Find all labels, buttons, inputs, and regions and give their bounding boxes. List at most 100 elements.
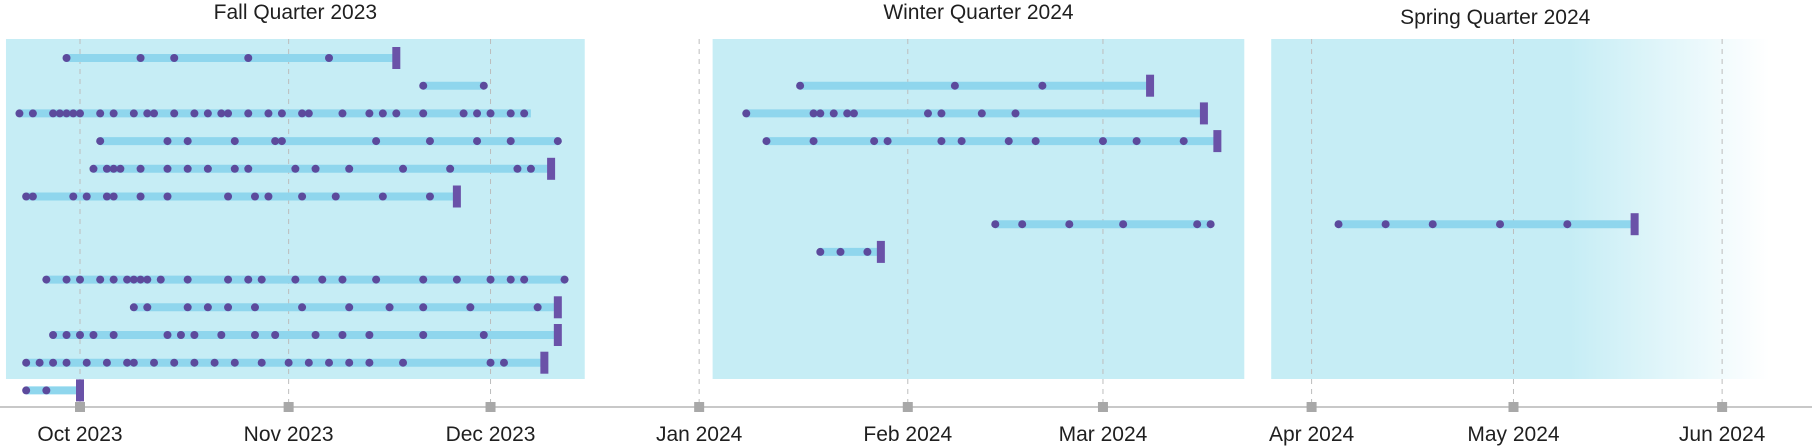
event-dot — [304, 109, 313, 118]
event-dot — [150, 358, 159, 367]
event-dot — [1563, 220, 1572, 229]
event-dot — [937, 137, 946, 146]
event-dot — [250, 331, 259, 339]
tick-label-8: May 2024 — [1467, 423, 1560, 446]
event-dot — [250, 303, 259, 312]
tick-mark-6 — [1097, 402, 1108, 412]
tick-label-4: Jan 2024 — [656, 423, 743, 446]
event-dot — [796, 81, 805, 90]
tick-mark-9 — [1717, 402, 1728, 412]
event-dot — [15, 109, 24, 118]
event-dot — [264, 192, 273, 201]
event-dot — [123, 275, 132, 284]
event-dot — [22, 386, 31, 395]
tick-mark-2 — [283, 402, 294, 412]
event-dot — [271, 137, 280, 146]
event-dot — [762, 137, 771, 146]
event-dot — [224, 109, 233, 118]
event-dot — [109, 275, 118, 284]
event-dot — [156, 275, 165, 284]
event-dot — [264, 109, 273, 118]
quarter-titles: Fall Quarter 2023 Winter Quarter 2024 Spri… — [214, 1, 1591, 29]
event-dot — [937, 109, 946, 118]
event-dot — [22, 192, 31, 201]
event-dot — [183, 137, 192, 146]
event-dot — [318, 275, 327, 284]
event-dot — [224, 275, 233, 284]
event-dot — [338, 331, 347, 339]
quarter-panel-3 — [1271, 39, 1770, 379]
event-dot — [809, 109, 818, 118]
event-dot — [1038, 81, 1047, 90]
event-dot — [96, 137, 105, 146]
timeline-row-3 — [15, 102, 1208, 125]
event-dot — [230, 164, 239, 173]
event-dot — [1018, 220, 1027, 229]
timeline-row-8 — [816, 240, 885, 263]
event-dot — [1119, 220, 1128, 229]
event-dot — [129, 303, 138, 312]
event-dot — [378, 192, 387, 201]
event-dot — [203, 303, 212, 312]
quarter-title-2: Winter Quarter 2024 — [883, 1, 1074, 24]
event-dot — [69, 109, 78, 118]
event-dot — [170, 358, 179, 367]
event-dot — [325, 54, 334, 62]
event-dot — [190, 358, 199, 367]
event-dot — [392, 109, 401, 118]
event-dot — [479, 81, 488, 90]
event-dot — [311, 331, 320, 339]
event-dot — [42, 275, 51, 284]
event-dot — [170, 109, 179, 118]
event-dot — [291, 164, 300, 173]
event-dot — [109, 192, 118, 201]
event-dot — [62, 331, 71, 339]
event-dot — [230, 137, 239, 146]
event-dot — [203, 164, 212, 173]
event-dot — [345, 164, 354, 173]
tick-label-2: Nov 2023 — [244, 423, 334, 446]
event-dot — [991, 220, 1000, 229]
event-dot — [473, 109, 482, 118]
event-dot — [244, 164, 253, 173]
timeline-row-11 — [49, 324, 562, 346]
event-dot — [378, 109, 387, 118]
event-dot — [62, 54, 71, 62]
event-dot — [399, 358, 408, 367]
event-dot — [277, 137, 286, 146]
event-dot — [55, 109, 64, 118]
event-dot — [499, 358, 508, 367]
event-dot — [109, 164, 118, 173]
event-dot — [298, 192, 307, 201]
event-dot — [870, 137, 879, 146]
event-dot — [1098, 137, 1107, 146]
event-dot — [129, 275, 138, 284]
quarter-backgrounds — [5, 39, 1770, 379]
event-dot — [230, 358, 239, 367]
tick-mark-1 — [75, 402, 85, 412]
event-dot — [22, 358, 31, 367]
event-dot — [82, 358, 91, 367]
event-dot — [163, 164, 172, 173]
event-dot — [816, 109, 825, 118]
tick-label-5: Feb 2024 — [863, 423, 952, 446]
tick-mark-7 — [1306, 402, 1317, 412]
event-dot — [76, 275, 84, 284]
tick-label-3: Dec 2023 — [446, 423, 536, 446]
end-marker — [1213, 130, 1222, 153]
timeline-row-6 — [22, 185, 461, 208]
event-dot — [217, 109, 226, 118]
event-dot — [62, 109, 71, 118]
event-dot — [843, 109, 852, 118]
event-dot — [210, 358, 219, 367]
event-dot — [338, 275, 347, 284]
quarter-title-1: Fall Quarter 2023 — [214, 1, 377, 24]
event-dot — [291, 275, 300, 284]
event-dot — [62, 358, 71, 367]
event-dot — [520, 275, 529, 284]
event-dot — [116, 164, 125, 173]
event-dot — [419, 275, 428, 284]
event-dot — [284, 358, 293, 367]
event-dot — [1004, 137, 1013, 146]
end-marker — [540, 351, 549, 374]
